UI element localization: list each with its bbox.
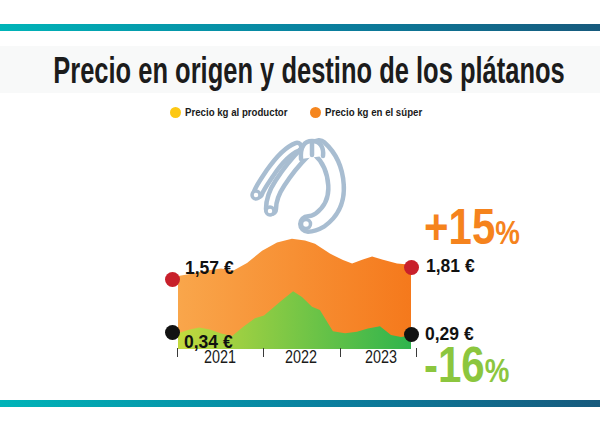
price-super-end: 1,81 €: [426, 256, 475, 277]
price-productor-start: 0,34 €: [184, 332, 233, 353]
bottom-border-bar: [0, 400, 600, 407]
top-border-bar: [0, 24, 600, 31]
axis-tick: [416, 348, 417, 357]
yellow-dot-icon: [170, 107, 181, 118]
axis-tick: [177, 348, 178, 357]
banana-bunch-icon: [243, 138, 353, 243]
legend-item-productor: Precio kg al productor: [170, 106, 307, 118]
legend-item-super: Precio kg en el súper: [310, 106, 441, 118]
year-label-2022: 2022: [277, 347, 325, 368]
legend-label-super: Precio kg en el súper: [325, 106, 422, 118]
infographic-banana-prices: Precio en origen y destino de los plátan…: [0, 0, 600, 430]
change-productor-label: -16%: [424, 340, 509, 390]
year-label-2023: 2023: [357, 347, 405, 368]
axis-tick: [263, 348, 264, 357]
marker-super-start: [165, 272, 180, 287]
legend-label-productor: Precio kg al productor: [185, 106, 288, 118]
orange-dot-icon: [310, 107, 321, 118]
marker-super-end: [404, 260, 419, 275]
change-super-label: +15%: [424, 202, 520, 252]
page-title: Precio en origen y destino de los plátan…: [53, 51, 565, 89]
marker-productor-end: [404, 327, 419, 342]
marker-productor-start: [165, 325, 180, 340]
axis-tick: [340, 348, 341, 357]
price-super-start: 1,57 €: [185, 258, 234, 279]
